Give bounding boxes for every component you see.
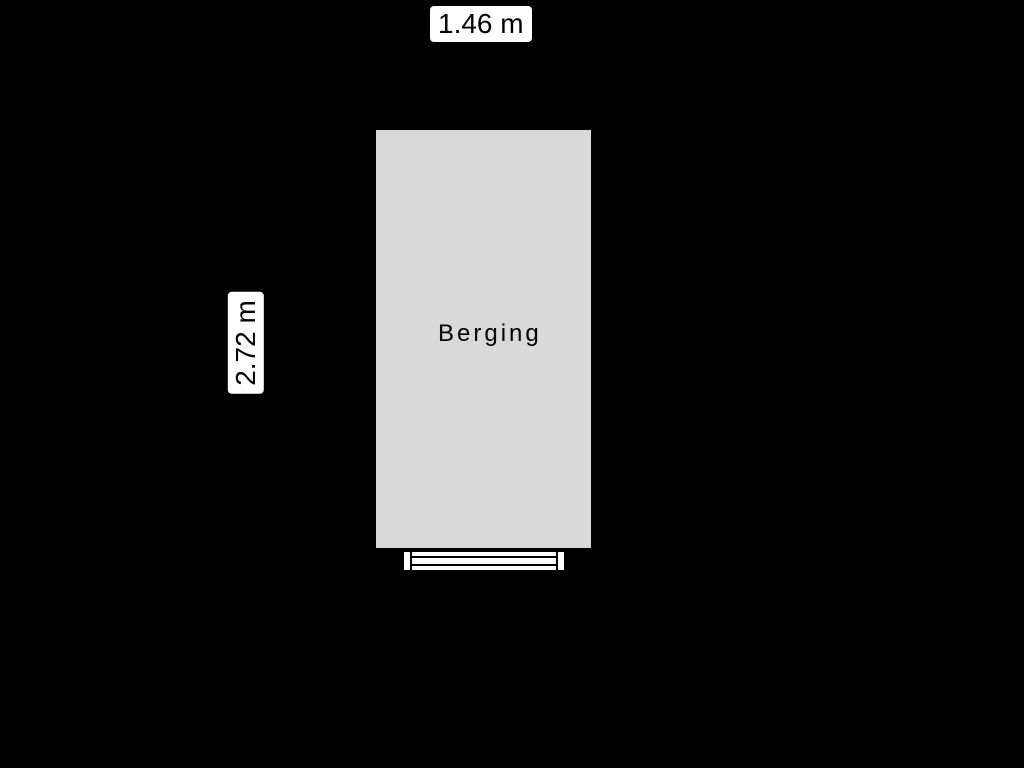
door-sill — [404, 552, 564, 570]
room-label: Berging — [438, 320, 542, 348]
dimension-height-label: 2.72 m — [228, 292, 264, 394]
dimension-width-label: 1.46 m — [430, 6, 532, 42]
door-stripe — [410, 564, 558, 566]
room-berging: Berging — [366, 120, 601, 558]
door-cap — [410, 552, 412, 570]
door-cap — [556, 552, 558, 570]
door-stripe — [410, 556, 558, 558]
